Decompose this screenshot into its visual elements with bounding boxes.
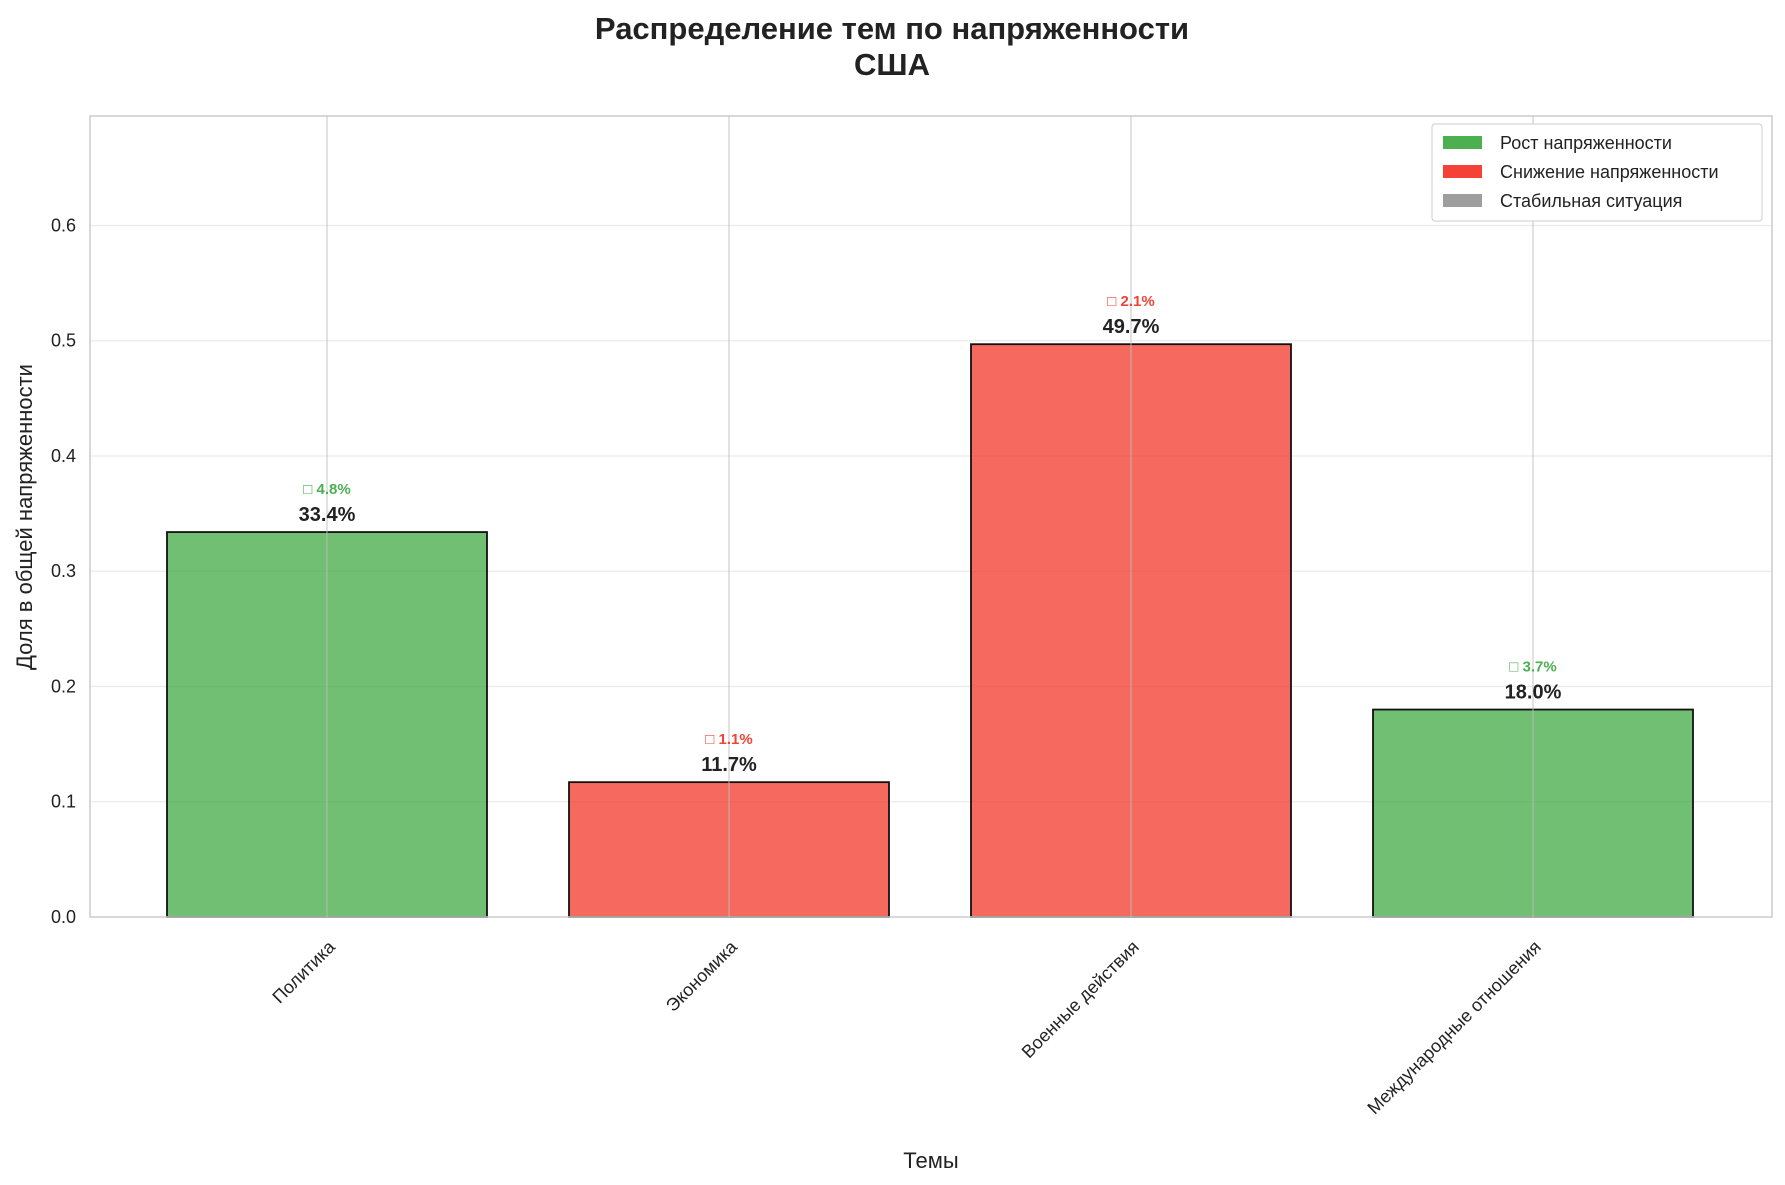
- value-label: 11.7%: [701, 754, 757, 776]
- change-label: □ 1.1%: [705, 731, 752, 748]
- y-tick-label: 0.3: [51, 561, 76, 581]
- legend-label-rise: Рост напряженности: [1500, 133, 1672, 153]
- value-label: 49.7%: [1103, 316, 1160, 338]
- chart-subtitle: США: [854, 47, 930, 82]
- legend-label-stable: Стабильная ситуация: [1500, 191, 1682, 211]
- value-label: 18.0%: [1505, 682, 1562, 704]
- value-label: 33.4%: [299, 504, 356, 526]
- labels-layer: 33.4% □ 4.8% 11.7% □ 1.1% 49.7% □ 2.1% 18.0% □ …: [299, 293, 1562, 776]
- y-tick-label: 0.4: [51, 446, 76, 466]
- y-tick-label: 0.2: [51, 676, 76, 696]
- legend: Рост напряженности Снижение напряженности…: [1431, 123, 1763, 222]
- legend-swatch-stable: [1443, 194, 1482, 207]
- change-label: □ 2.1%: [1107, 293, 1154, 310]
- y-tick-label: 0.6: [51, 215, 76, 235]
- x-axis-label: Темы: [903, 1148, 958, 1173]
- change-label: □ 4.8%: [303, 481, 350, 498]
- legend-label-fall: Снижение напряженности: [1500, 162, 1719, 182]
- y-tick-label: 0.5: [51, 331, 76, 351]
- y-axis-label: Доля в общей напряженности: [12, 364, 37, 670]
- y-tick-label: 0.1: [51, 792, 76, 812]
- change-label: □ 3.7%: [1509, 659, 1556, 676]
- legend-swatch-rise: [1443, 136, 1482, 149]
- y-tick-label: 0.0: [51, 907, 76, 927]
- plot-frame: [89, 115, 1773, 918]
- legend-items: Рост напряженности Снижение напряженности…: [1443, 133, 1719, 211]
- legend-frame: [1431, 123, 1763, 222]
- y-ticks-layer: 0.0 0.1 0.2 0.3 0.4 0.5 0.6: [51, 215, 76, 927]
- legend-swatch-fall: [1443, 165, 1482, 178]
- chart-title: Распределение тем по напряженности: [595, 11, 1189, 46]
- vertical-grid-layer: [326, 116, 1534, 917]
